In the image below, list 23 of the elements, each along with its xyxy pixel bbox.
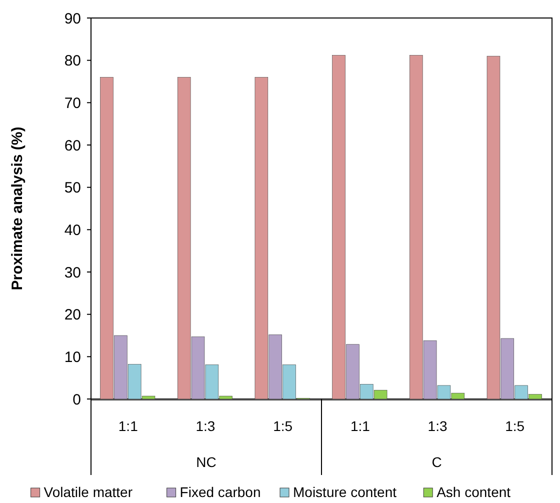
text: C	[432, 454, 442, 470]
x-tick-label: 1:3	[428, 418, 448, 434]
text: NC	[196, 454, 216, 470]
y-tick-label: 20	[64, 306, 81, 324]
x-tick-label: 1:3	[196, 418, 216, 434]
y-tick-label: 80	[64, 52, 81, 70]
y-tick-label: 90	[64, 10, 81, 28]
y-tick-label: 0	[72, 391, 81, 408]
x-tick-label: 1:1	[118, 418, 138, 434]
y-tick-label: 60	[64, 137, 81, 154]
y-tick-label: 70	[64, 94, 81, 112]
y-tick-label: 50	[64, 180, 81, 197]
legend-label: Volatile matter	[44, 484, 133, 500]
y-tick-label: 30	[64, 264, 81, 282]
x-tick-label: 1:5	[273, 418, 293, 434]
x-tick-label: 1:5	[505, 418, 525, 434]
legend-label: Moisture content	[293, 484, 397, 500]
legend-label: Fixed carbon	[180, 484, 261, 500]
y-tick-label: 40	[64, 222, 81, 239]
y-tick-label: 10	[64, 348, 81, 366]
y-axis-title: Proximate analysis (%)	[9, 126, 26, 290]
legend-label: Ash content	[436, 484, 511, 500]
x-tick-label: 1:1	[350, 418, 370, 434]
